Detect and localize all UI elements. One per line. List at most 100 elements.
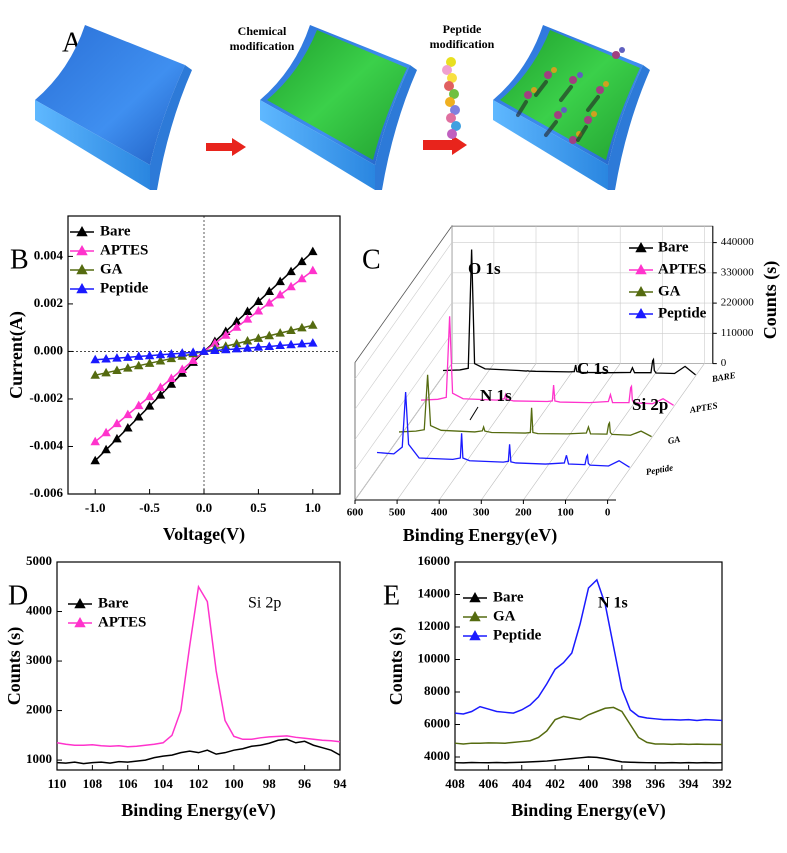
legend-marker [76, 283, 88, 294]
data-point [286, 266, 296, 276]
substrate-peptide [493, 25, 650, 190]
data-point [112, 433, 122, 443]
grid-line [354, 333, 453, 470]
data-point [123, 422, 133, 432]
data-point [188, 347, 198, 356]
z-tick-label: 330000 [721, 266, 755, 278]
x-tick-label: -0.5 [139, 500, 160, 515]
y-tick-label: 3000 [26, 652, 52, 667]
spectrum [442, 249, 696, 376]
data-point [242, 343, 253, 352]
x-tick-label: 0.0 [196, 500, 212, 515]
data-point [286, 325, 296, 335]
panel-label: D [8, 580, 28, 611]
x-tick-label: 108 [83, 776, 103, 791]
legend-label: GA [100, 261, 123, 277]
step-label: Peptide modification [429, 22, 495, 51]
series-line [454, 578, 723, 722]
legend-label: Bare [100, 223, 131, 239]
legend-marker [469, 630, 481, 641]
x-tick-label: 200 [515, 507, 532, 519]
data-point [242, 335, 253, 345]
depth-label: Peptide [645, 462, 674, 477]
grid-line [481, 363, 579, 501]
data-point [123, 363, 133, 372]
x-tick-label: -1.0 [85, 500, 106, 515]
y-tick-label: 16000 [418, 553, 451, 568]
z-tick-label: 440000 [721, 236, 755, 248]
data-point [275, 340, 285, 349]
data-point [133, 360, 144, 370]
panel-label: E [383, 580, 400, 611]
grid-line [523, 363, 621, 501]
legend-marker [74, 598, 86, 609]
data-point [90, 455, 100, 465]
spectrum [376, 391, 630, 468]
data-point [297, 338, 307, 348]
x-axis-label: Binding Energy(eV) [403, 525, 558, 546]
y-axis-label: Current(A) [6, 311, 27, 399]
data-point [275, 289, 285, 299]
data-point [101, 354, 111, 363]
data-point [144, 350, 155, 360]
legend-marker [635, 264, 647, 275]
legend-label: GA [658, 283, 681, 299]
z-axis-label: Counts (s) [760, 261, 781, 340]
data-point [231, 322, 242, 331]
y-tick-label: 0.002 [34, 295, 63, 310]
x-tick-label: 408 [445, 776, 465, 791]
y-axis-label: Counts (s) [386, 627, 407, 706]
y-tick-label: 1000 [26, 751, 52, 766]
x-tick-label: 0 [605, 507, 611, 519]
data-point [155, 390, 166, 399]
y-tick-label: 6000 [424, 715, 450, 730]
annotation: O 1s [468, 259, 501, 278]
data-point [264, 341, 275, 350]
data-point [308, 338, 318, 347]
data-point [231, 343, 242, 353]
legend-label: APTES [98, 614, 146, 630]
y-tick-label: -0.006 [29, 485, 63, 500]
y-tick-label: 8000 [424, 683, 450, 698]
data-point [155, 355, 166, 365]
depth-label: APTES [688, 400, 718, 415]
data-point [101, 367, 111, 377]
grid-line [354, 242, 453, 380]
data-point [264, 286, 275, 296]
data-point [231, 316, 242, 325]
x-tick-label: 400 [431, 507, 448, 519]
data-point [264, 297, 275, 307]
x-tick-label: 398 [612, 776, 632, 791]
legend-label: GA [493, 608, 516, 624]
data-point [286, 339, 296, 349]
legend-marker [635, 242, 647, 253]
y-tick-label: 14000 [418, 585, 451, 600]
x-axis-label: Binding Energy(eV) [511, 800, 666, 821]
legend-label: APTES [100, 242, 148, 258]
data-point [112, 353, 122, 362]
plot-frame [454, 561, 723, 771]
x-tick-label: 98 [263, 776, 277, 791]
data-point [133, 412, 144, 421]
data-point [90, 436, 100, 446]
x-tick-label: 94 [334, 776, 348, 791]
annotation: Si 2p [248, 595, 281, 612]
peptide-chain [442, 57, 461, 139]
x-axis-label: Binding Energy(eV) [121, 800, 276, 821]
data-point [253, 333, 264, 342]
data-point [112, 365, 122, 374]
data-point [308, 320, 318, 329]
data-point [123, 352, 133, 361]
grid-line [607, 363, 705, 501]
y-tick-label: 12000 [418, 618, 451, 633]
data-point [133, 351, 144, 360]
x-tick-label: 392 [712, 776, 732, 791]
legend-label: Bare [493, 589, 524, 605]
data-point [297, 322, 307, 332]
series-line [56, 584, 341, 748]
data-point [286, 281, 296, 291]
data-point [275, 328, 285, 337]
data-point [166, 373, 177, 383]
data-point [144, 358, 155, 367]
